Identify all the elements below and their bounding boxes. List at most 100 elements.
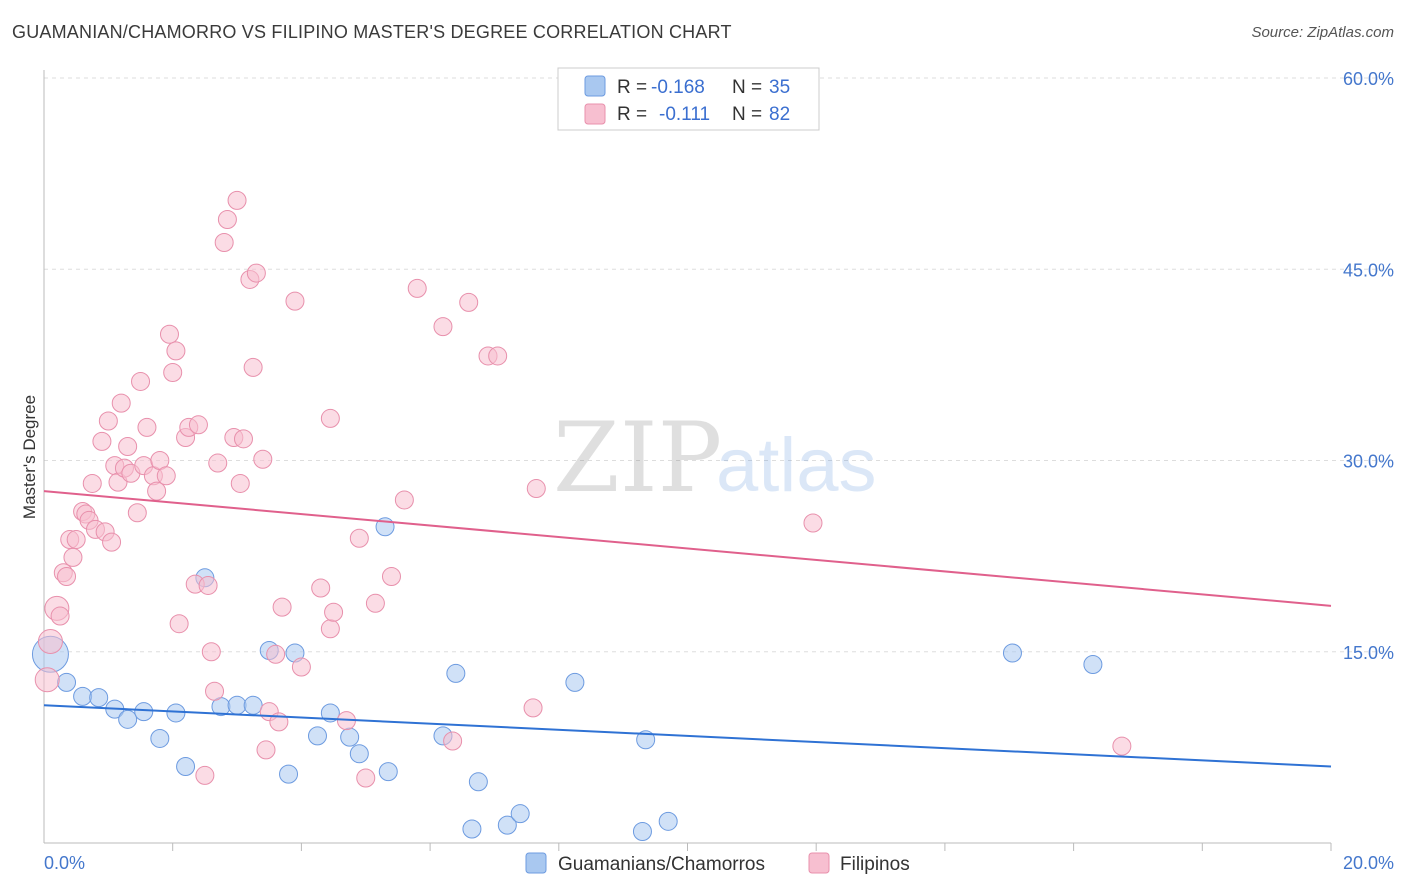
point-series1-67	[349, 528, 369, 548]
point-series0-6	[134, 702, 154, 722]
point-series1-24	[127, 503, 147, 523]
point-series1-54	[253, 449, 273, 469]
bottom-legend-swatch-guamanian	[525, 852, 547, 874]
point-series1-60	[285, 291, 305, 311]
point-series1-62	[311, 578, 331, 598]
point-series1-75	[459, 292, 479, 312]
point-series1-63	[320, 619, 340, 639]
point-series0-34	[1083, 655, 1103, 674]
point-series0-33	[1002, 643, 1022, 663]
point-series0-18	[320, 703, 340, 723]
bottom-legend-guamanian: Guamanians/Chamorros	[558, 854, 765, 875]
legend-r-label-1: R =	[617, 77, 647, 98]
bottom-legend-swatch-filipino	[808, 852, 830, 874]
point-series1-73	[433, 317, 453, 337]
point-series1-3	[50, 606, 70, 626]
point-series1-44	[208, 453, 228, 473]
x-tick-min: 0.0%	[44, 853, 85, 873]
point-series1-72	[407, 278, 427, 298]
y-tick-label-2: 45.0%	[1343, 260, 1394, 280]
trend-line-1	[43, 490, 1332, 607]
point-series1-20	[111, 393, 131, 413]
point-series0-19	[340, 727, 360, 747]
point-series1-43	[205, 681, 225, 701]
point-series1-68	[356, 768, 376, 788]
bottom-legend: Guamanians/Chamorros Filipinos	[525, 852, 910, 875]
x-tick-max: 20.0%	[1343, 853, 1394, 873]
point-series1-41	[198, 575, 218, 595]
point-series1-52	[243, 357, 263, 377]
point-series1-17	[102, 532, 122, 552]
watermark-atlas: atlas	[716, 423, 877, 508]
point-series0-30	[632, 822, 652, 842]
point-series1-59	[272, 597, 292, 617]
y-tick-label-1: 30.0%	[1343, 452, 1394, 472]
point-series0-7	[150, 728, 170, 748]
point-series1-1	[37, 629, 63, 655]
point-series1-33	[163, 363, 183, 383]
bottom-legend-filipino: Filipinos	[840, 854, 910, 875]
y-tick-label-0: 15.0%	[1343, 643, 1394, 663]
point-series0-8	[166, 703, 186, 723]
point-series1-48	[227, 190, 247, 210]
point-series1-25	[131, 371, 151, 391]
point-series1-74	[443, 731, 463, 751]
point-series1-0	[34, 667, 60, 693]
point-series1-70	[381, 567, 401, 587]
point-series1-31	[156, 466, 176, 486]
point-series1-27	[137, 417, 157, 437]
point-series1-53	[246, 263, 266, 283]
y-axis-label: Master's Degree	[20, 395, 39, 519]
points-layer	[31, 190, 1132, 842]
point-series0-32	[658, 811, 678, 831]
point-series0-25	[462, 819, 482, 839]
point-series1-78	[523, 698, 543, 718]
watermark-zip: ZIP	[553, 402, 722, 514]
point-series0-26	[468, 772, 488, 792]
point-series1-79	[526, 479, 546, 499]
point-series1-69	[365, 593, 385, 613]
point-series0-31	[636, 730, 656, 750]
legend-n-label-1: N =	[732, 77, 762, 98]
trend-line-0	[43, 704, 1332, 768]
point-series1-12	[82, 473, 102, 493]
chart-title: GUAMANIAN/CHAMORRO VS FILIPINO MASTER'S …	[12, 22, 732, 42]
point-series1-34	[166, 341, 186, 361]
axis-layer	[43, 70, 1332, 851]
point-series1-32	[159, 324, 179, 344]
point-series1-46	[217, 210, 237, 230]
point-series1-42	[201, 642, 221, 662]
y-tick-label-3: 60.0%	[1343, 69, 1394, 89]
point-series0-5	[118, 709, 138, 729]
point-series1-5	[57, 567, 77, 587]
point-series0-3	[89, 688, 109, 708]
legend-swatch-filipino	[584, 103, 606, 125]
point-series1-40	[195, 765, 215, 785]
chart-source: Source: ZipAtlas.com	[1251, 24, 1394, 41]
point-series0-27	[497, 815, 517, 835]
point-series0-28	[510, 804, 530, 824]
point-series1-71	[394, 490, 414, 510]
point-series1-64	[324, 602, 344, 622]
legend-r-value-1: -0.168	[651, 77, 705, 98]
point-series0-13	[243, 695, 263, 715]
point-series1-57	[266, 644, 286, 664]
legend-n-value-1: 35	[769, 77, 790, 98]
point-series0-9	[176, 757, 196, 776]
legend-n-value-2: 82	[769, 104, 790, 125]
watermark: ZIP atlas	[553, 402, 877, 514]
point-series1-50	[233, 429, 253, 449]
point-series1-80	[803, 513, 823, 533]
point-series0-17	[307, 726, 327, 746]
y-tick-labels: 15.0% 30.0% 45.0% 60.0%	[1343, 69, 1394, 663]
point-series0-15	[279, 764, 299, 784]
legend-swatch-guamanian	[584, 75, 606, 97]
point-series1-39	[188, 415, 208, 435]
point-series1-14	[92, 431, 112, 451]
point-series1-29	[147, 481, 167, 501]
legend-r-label-2: R =	[617, 104, 647, 125]
point-series1-55	[256, 740, 276, 760]
point-series1-45	[214, 232, 234, 252]
point-series0-2	[73, 686, 93, 706]
